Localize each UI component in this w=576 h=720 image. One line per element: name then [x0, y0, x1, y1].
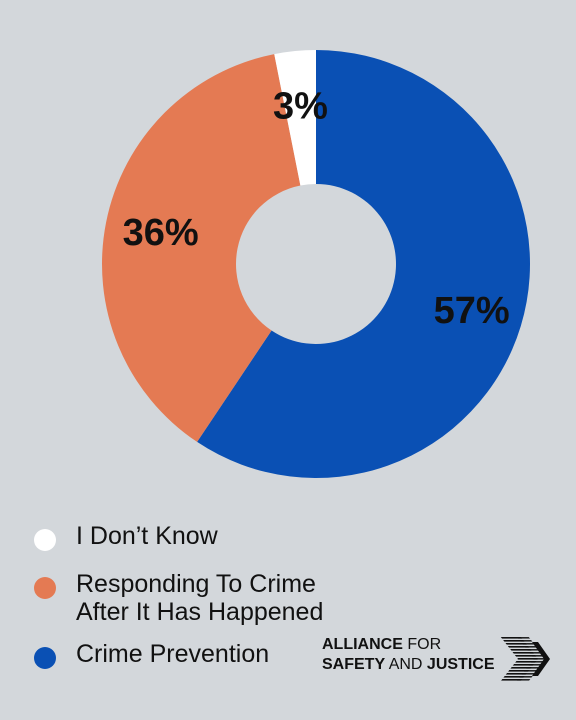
legend-item-dont-know: I Don’t Know: [34, 522, 376, 551]
legend-label-dont-know: I Don’t Know: [76, 522, 218, 550]
legend-item-responding: Responding To Crime After It Has Happene…: [34, 570, 376, 626]
logo-line-2: SAFETY AND JUSTICE: [322, 656, 495, 674]
legend-swatch-dont-know: [34, 529, 56, 551]
logo-word-and: AND: [388, 656, 423, 673]
logo-line-1: ALLIANCE FOR: [322, 636, 441, 654]
logo-word-for: FOR: [407, 636, 442, 653]
logo-word-safety: SAFETY: [322, 656, 386, 673]
slice-labels: 57% 36% 3%: [123, 85, 510, 332]
legend-label-responding: Responding To Crime After It Has Happene…: [76, 570, 324, 626]
donut-slices: [101, 50, 530, 479]
alliance-logo: ALLIANCE FOR SAFETY AND JUSTICE: [322, 634, 552, 688]
slice-label-i-don-t-know: 3%: [273, 85, 328, 127]
logo-word-justice: JUSTICE: [426, 656, 495, 673]
slice-label-crime-prevention: 57%: [434, 290, 510, 332]
chevron-arrows-icon: [500, 636, 550, 682]
legend-label-prevention: Crime Prevention: [76, 640, 270, 668]
slice-i-don-t-know: [274, 50, 316, 186]
logo-word-alliance: ALLIANCE: [322, 636, 403, 653]
slice-responding-to-crime-after-it-has-happened: [101, 54, 301, 442]
legend-swatch-prevention: [34, 647, 56, 669]
slice-label-responding-to-crime-after-it-has-happened: 36%: [123, 212, 199, 254]
donut-chart: 57% 36% 3%: [101, 50, 530, 479]
legend-item-prevention: Crime Prevention: [34, 640, 376, 669]
slice-crime-prevention: [197, 50, 530, 479]
legend-swatch-responding: [34, 577, 56, 599]
